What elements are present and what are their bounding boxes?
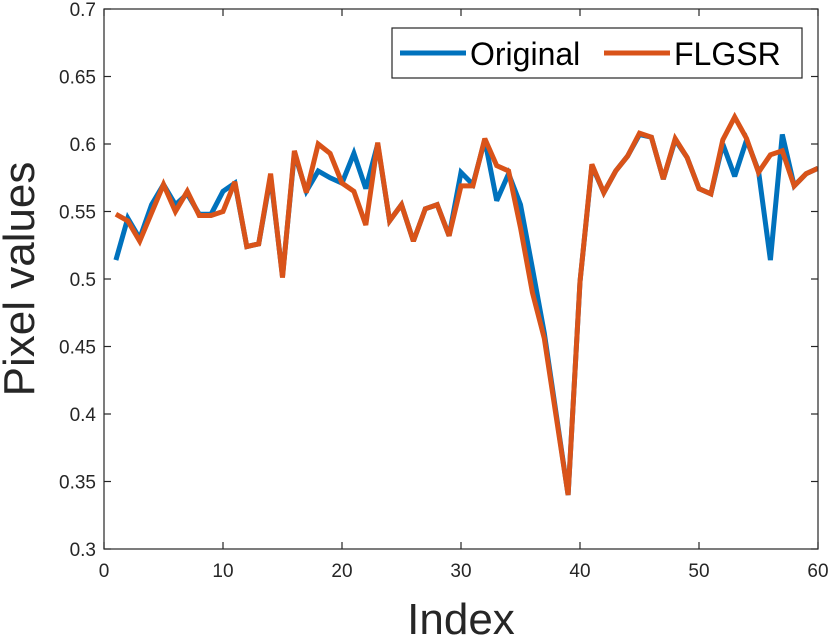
x-tick-label: 30	[450, 561, 471, 582]
plot-background	[104, 9, 818, 549]
y-tick-label: 0.7	[70, 0, 96, 21]
x-tick-label: 50	[688, 561, 709, 582]
series-line-flgsr	[114, 111, 818, 496]
x-tick-label: 20	[331, 561, 352, 582]
y-tick-label: 0.3	[70, 540, 96, 561]
x-tick-label: 10	[212, 561, 233, 582]
y-tick-label: 0.35	[59, 473, 96, 494]
axes: 0 10 20 30 40 50 60 0.3 0.35 0.4 0.45 0.5 0.55 0.6 0.6…	[59, 0, 829, 582]
x-tick-label: 40	[569, 561, 590, 582]
plot-area	[104, 9, 818, 549]
x-axis-title: Index	[407, 595, 515, 638]
y-tick-label: 0.6	[70, 135, 96, 156]
legend-label-original: Original	[470, 36, 580, 72]
series-lines	[113, 111, 818, 496]
legend-label-flgsr: FLGSR	[674, 36, 781, 72]
y-tick-label: 0.4	[70, 405, 97, 426]
y-axis-title: Pixel values	[0, 162, 44, 397]
x-tick-label: 60	[807, 561, 828, 582]
legend: Original FLGSR	[391, 27, 803, 79]
x-tick-label: 0	[99, 561, 110, 582]
y-tick-label: 0.5	[70, 270, 96, 291]
y-tick-label: 0.45	[59, 338, 96, 359]
y-tick-label: 0.55	[59, 203, 96, 224]
y-tick-label: 0.65	[59, 68, 96, 89]
